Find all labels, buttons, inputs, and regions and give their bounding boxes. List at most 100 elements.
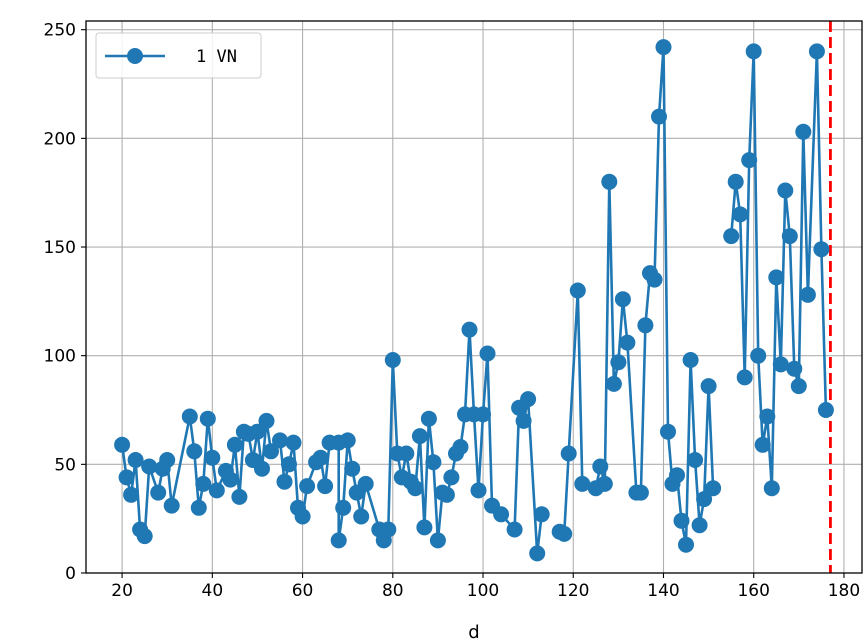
data-point — [411, 428, 428, 445]
data-point — [696, 491, 713, 508]
data-point — [808, 43, 825, 60]
x-tick-label: 80 — [382, 581, 404, 601]
data-point — [610, 354, 627, 371]
data-point — [529, 545, 546, 562]
data-point — [276, 473, 293, 490]
data-point — [795, 123, 812, 140]
data-point — [416, 519, 433, 536]
data-point — [452, 439, 469, 455]
data-point — [226, 436, 243, 453]
legend-box — [95, 32, 262, 79]
data-point — [515, 412, 532, 429]
data-point — [691, 517, 708, 534]
data-point — [678, 536, 694, 553]
data-point — [669, 467, 685, 484]
data-point — [163, 497, 180, 514]
data-point — [750, 347, 767, 364]
data-point — [281, 456, 297, 473]
data-point — [479, 345, 496, 362]
data-point — [461, 321, 478, 338]
y-tick-label: 100 — [44, 347, 76, 367]
data-point — [438, 486, 455, 503]
data-point — [272, 432, 288, 449]
y-tick-label: 50 — [54, 455, 76, 475]
data-point — [357, 475, 374, 492]
data-point — [687, 452, 704, 468]
data-point — [339, 432, 356, 449]
data-point — [312, 449, 329, 466]
data-point — [190, 499, 207, 516]
data-point — [127, 452, 144, 468]
data-point — [208, 482, 225, 499]
y-tick-label: 0 — [65, 564, 76, 584]
data-point — [123, 486, 140, 503]
data-point — [181, 408, 198, 425]
data-point — [605, 375, 622, 392]
data-point — [813, 241, 830, 258]
data-point — [420, 410, 437, 427]
data-point — [768, 269, 785, 286]
data-point — [817, 402, 834, 418]
data-point — [141, 458, 158, 475]
data-point — [475, 406, 491, 423]
data-point — [317, 478, 334, 495]
plot-frame — [85, 20, 863, 574]
data-point — [506, 521, 523, 538]
data-point — [493, 506, 510, 523]
y-tick-label: 150 — [44, 238, 76, 258]
data-point — [222, 471, 239, 488]
data-point — [596, 475, 613, 492]
data-point — [655, 39, 672, 56]
x-axis-label: d — [468, 622, 479, 640]
data-point — [569, 282, 586, 299]
data-point — [330, 532, 347, 549]
y-tick-label: 200 — [44, 129, 76, 149]
x-tick-label: 160 — [737, 581, 769, 601]
data-point — [660, 423, 676, 440]
data-point — [732, 206, 749, 223]
data-point — [118, 469, 135, 486]
data-point — [429, 532, 446, 549]
data-point — [344, 460, 361, 477]
data-point — [186, 443, 203, 460]
data-point — [772, 356, 789, 373]
data-point — [520, 391, 537, 408]
data-point — [759, 408, 776, 425]
data-point — [745, 43, 762, 60]
data-point — [763, 480, 780, 497]
data-point — [294, 508, 311, 525]
x-tick-label: 120 — [557, 581, 589, 601]
x-tick-label: 180 — [828, 581, 860, 601]
data-point — [470, 482, 487, 499]
data-point — [574, 475, 591, 492]
data-point — [592, 458, 609, 475]
data-point — [136, 528, 153, 545]
data-point — [556, 525, 573, 542]
data-point — [199, 410, 216, 427]
y-tick-label: 250 — [44, 21, 76, 41]
legend: 1 VN — [95, 32, 262, 79]
data-point — [195, 475, 212, 492]
data-point — [443, 469, 460, 486]
data-point — [533, 506, 550, 523]
x-tick-label: 100 — [467, 581, 499, 601]
data-point — [754, 436, 771, 453]
data-point — [263, 443, 279, 460]
data-point — [285, 434, 302, 451]
data-point — [114, 436, 131, 453]
data-point — [159, 452, 176, 468]
data-point — [741, 152, 758, 169]
data-point — [790, 378, 807, 395]
data-point — [682, 352, 699, 368]
data-point — [560, 445, 577, 462]
x-tick-label: 60 — [292, 581, 314, 601]
data-point — [777, 182, 794, 199]
legend-label: 1 VN — [196, 47, 237, 67]
data-point — [150, 484, 167, 501]
data-point — [204, 449, 221, 466]
x-tick-label: 20 — [111, 581, 133, 601]
data-point — [353, 508, 370, 525]
data-point — [705, 480, 722, 497]
data-point — [299, 478, 316, 495]
x-tick-label: 40 — [202, 581, 224, 601]
